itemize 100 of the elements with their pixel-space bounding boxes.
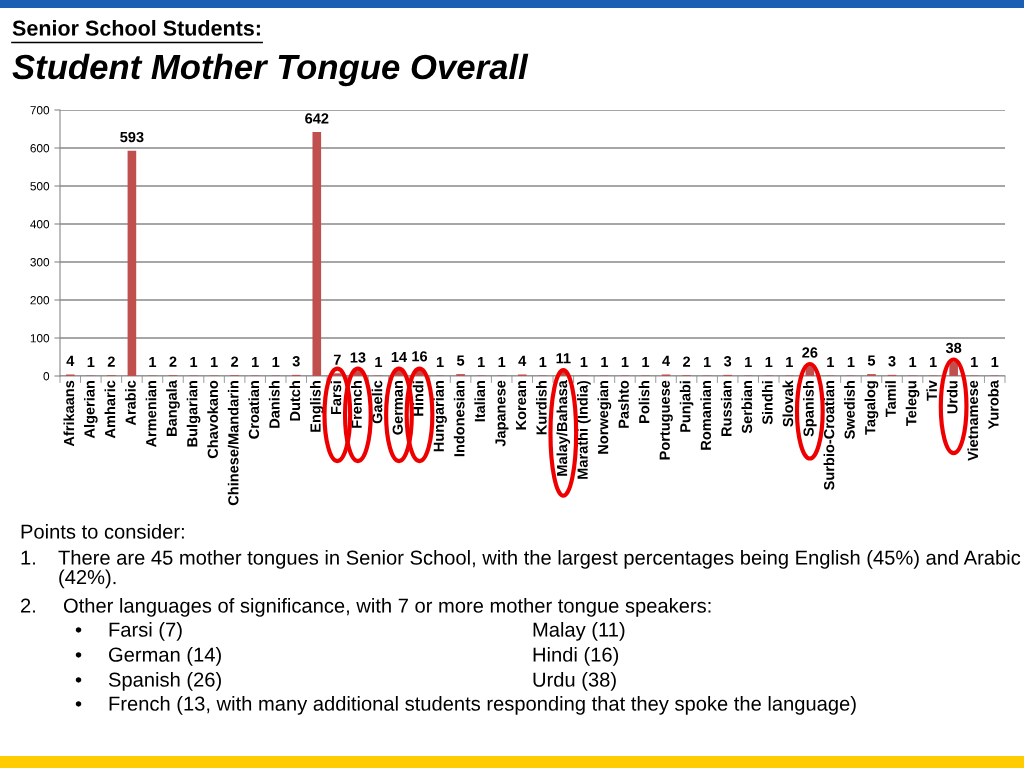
data-label: 26 (802, 347, 818, 358)
x-tick-label: Tagalog (864, 381, 879, 435)
x-tick-label: Kurdish (535, 381, 547, 435)
data-label: 5 (456, 355, 465, 366)
x-tick-label: Italian (474, 381, 486, 422)
x-tick-label: Swedish (844, 381, 855, 439)
data-label: 1 (991, 357, 999, 368)
data-label: 1 (436, 357, 444, 368)
data-label: 1 (745, 357, 752, 368)
x-tick-label: Hindi (412, 381, 424, 416)
data-label: 1 (786, 357, 793, 368)
x-tick-label: Vietnamese (967, 380, 979, 461)
x-tick-label: Algerian (83, 381, 98, 439)
x-tick-label: Amharic (104, 380, 116, 439)
data-label: 1 (87, 357, 95, 368)
data-label: 1 (539, 357, 547, 368)
data-label: 1 (601, 357, 609, 368)
y-tick-label: 700 (30, 106, 50, 115)
x-tick-label: Gaelic (371, 380, 383, 424)
data-label: 5 (867, 355, 876, 366)
x-tick-label: Surbio-Croatian (823, 381, 835, 490)
text: • German (14) (75, 647, 221, 666)
x-tick-label: Japanese (495, 380, 509, 447)
x-tick-label: Norwegian (597, 381, 612, 454)
data-label: 2 (683, 356, 691, 367)
bar (312, 132, 322, 376)
x-tick-label: Chavokano (207, 380, 218, 459)
x-tick-label: Arabic (125, 380, 136, 426)
x-tick-label: Portuguese (659, 380, 673, 460)
y-tick-label: 0 (43, 372, 50, 381)
x-tick-label: Hungarian (433, 381, 447, 452)
x-tick-label: Armenian (145, 381, 157, 448)
x-tick-label: Afrikaans (63, 380, 75, 447)
data-label: 1 (827, 357, 835, 368)
text: • French (13, with many additional students responding that they spoke the language) (75, 696, 856, 715)
x-tick-label: Tamil (885, 381, 896, 418)
data-label: 1 (375, 357, 383, 368)
data-label: 4 (662, 355, 671, 366)
data-label: 7 (333, 354, 341, 365)
data-label: 16 (412, 351, 428, 362)
data-label: 593 (120, 131, 144, 143)
data-label: 1 (210, 357, 218, 368)
y-tick-label: 400 (30, 220, 50, 229)
data-label: 1 (190, 357, 198, 368)
x-tick-label: Marathi (India) (577, 380, 591, 479)
data-label: 2 (107, 356, 115, 367)
x-tick-label: Punjabi (679, 381, 694, 432)
data-label: 1 (621, 357, 629, 368)
text: Hindi (16) (533, 647, 619, 666)
text: 2. Other languages of significance, with 7 or more mother tongue speakers: (21, 598, 711, 617)
data-label: 14 (391, 352, 407, 363)
text: Points to consider: (21, 524, 184, 539)
text: 1. There are 45 mother tongues in Senior School, with the largest percentages being English (45%) and Arabic (42%). (21, 550, 1021, 589)
data-label: 1 (498, 357, 506, 368)
x-tick-label: Pashto (618, 380, 629, 428)
data-label: 1 (847, 357, 855, 368)
x-tick-label: Slovak (782, 380, 794, 427)
x-tick-label: Korean (515, 381, 527, 430)
x-tick-label: Polish (638, 381, 650, 423)
data-label: 1 (580, 357, 588, 368)
data-label: 1 (909, 357, 917, 368)
data-label: 1 (252, 357, 259, 368)
data-label: 1 (971, 357, 978, 368)
text: • Farsi (7) (75, 622, 182, 641)
data-label: 2 (169, 356, 177, 367)
text: Malay (11) (533, 622, 625, 641)
x-tick-label: Danish (268, 381, 280, 428)
data-label: 3 (888, 356, 896, 367)
text: Urdu (38) (533, 672, 616, 691)
y-tick-label: 200 (30, 296, 50, 305)
y-tick-label: 100 (30, 334, 50, 343)
data-label: 642 (305, 113, 329, 124)
data-label: 13 (350, 352, 366, 363)
data-label: 1 (642, 357, 650, 368)
x-tick-label: Yuroba (987, 380, 999, 430)
x-tick-label: Romanian (700, 381, 712, 450)
x-tick-label: Urdu (946, 381, 958, 414)
data-label: 1 (703, 357, 711, 368)
x-tick-label: Russian (720, 381, 732, 436)
x-tick-label: Farsi (330, 381, 342, 415)
y-tick-label: 600 (30, 144, 50, 153)
text: • Spanish (26) (75, 672, 221, 691)
chart-title: Senior School Students: (12, 19, 260, 36)
x-tick-label: English (309, 381, 324, 432)
x-tick-label: Bulgarian (186, 381, 201, 447)
x-tick-label: Tiv (926, 380, 937, 401)
data-label: 3 (292, 356, 300, 367)
data-label: 11 (556, 353, 571, 364)
x-tick-label: German (392, 381, 403, 435)
x-tick-label: Bangala (166, 380, 180, 436)
x-tick-label: Sindhi (761, 381, 773, 425)
x-tick-label: Croatian (248, 381, 260, 439)
x-tick-label: French (351, 381, 362, 428)
data-label: 3 (723, 356, 732, 367)
x-tick-label: Serbian (741, 381, 753, 434)
data-label: 4 (518, 355, 527, 366)
chart-subtitle: Student Mother Tongue Overall (12, 53, 529, 87)
data-label: 1 (272, 357, 280, 368)
data-label: 4 (66, 355, 75, 366)
data-label: 38 (945, 342, 962, 354)
